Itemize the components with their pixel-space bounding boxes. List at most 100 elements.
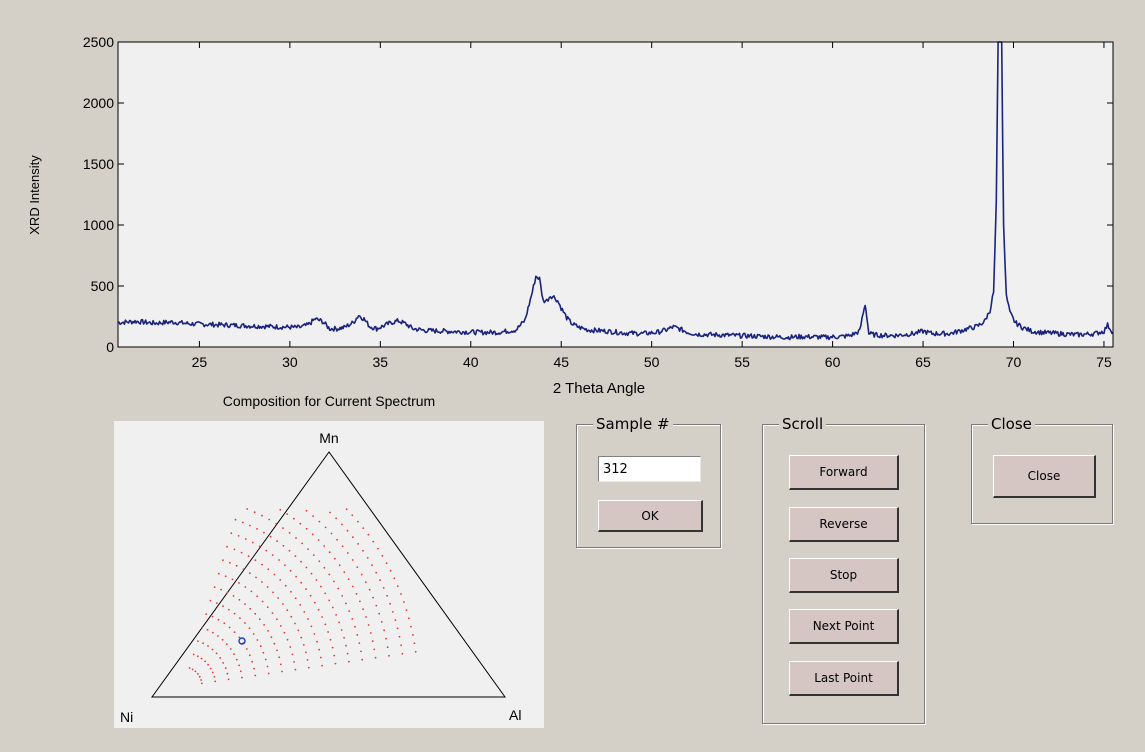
composition-point <box>385 637 387 640</box>
composition-point <box>348 610 351 612</box>
composition-point <box>289 646 292 648</box>
composition-point <box>267 568 270 571</box>
composition-point <box>251 541 254 544</box>
composition-point <box>338 564 341 567</box>
close-button[interactable]: Close <box>993 455 1096 498</box>
composition-point <box>335 614 337 616</box>
composition-point <box>248 654 251 657</box>
composition-point <box>324 623 327 626</box>
sample-number-input[interactable] <box>598 456 701 482</box>
composition-point <box>215 602 218 604</box>
composition-point <box>265 549 268 552</box>
composition-point <box>356 566 359 569</box>
composition-point <box>388 654 390 657</box>
composition-point <box>211 648 214 651</box>
composition-point <box>317 539 320 541</box>
composition-point <box>310 625 313 628</box>
close-panel: Close Close <box>971 414 1113 524</box>
composition-point <box>294 668 297 671</box>
composition-point <box>394 619 397 621</box>
composition-point <box>320 585 322 588</box>
composition-point <box>360 573 363 576</box>
composition-point <box>288 532 291 534</box>
composition-point <box>224 575 227 578</box>
next-point-button[interactable]: Next Point <box>789 609 899 644</box>
composition-point <box>294 555 297 557</box>
composition-point <box>343 571 346 574</box>
composition-point <box>255 576 257 579</box>
composition-point <box>299 604 302 606</box>
composition-point <box>400 644 402 647</box>
composition-point <box>346 529 349 532</box>
composition-point <box>238 636 241 639</box>
x-tick-label: 30 <box>282 354 298 370</box>
composition-point <box>291 653 294 656</box>
composition-point <box>259 645 262 648</box>
stop-button[interactable]: Stop <box>789 558 899 593</box>
x-tick-label: 65 <box>915 354 931 370</box>
sample-panel-title: Sample # <box>593 414 673 434</box>
y-tick-label: 1000 <box>83 217 114 233</box>
composition-point <box>211 671 214 674</box>
composition-point <box>356 634 359 636</box>
y-tick-label: 0 <box>106 339 114 355</box>
composition-point <box>281 670 283 673</box>
composition-point <box>223 622 226 625</box>
composition-point <box>382 587 385 589</box>
composition-point <box>374 656 377 659</box>
composition-point <box>328 599 331 602</box>
forward-button[interactable]: Forward <box>789 455 899 490</box>
composition-point <box>209 599 212 602</box>
composition-point <box>328 551 331 554</box>
composition-point <box>300 560 302 563</box>
composition-point <box>242 568 245 571</box>
ok-button[interactable]: OK <box>598 500 703 532</box>
composition-point <box>253 511 256 514</box>
composition-point <box>328 573 331 576</box>
composition-point <box>230 532 233 535</box>
last-point-button[interactable]: Last Point <box>789 661 899 696</box>
composition-point <box>220 588 222 591</box>
composition-point <box>341 545 344 548</box>
composition-point <box>206 628 209 631</box>
composition-point <box>278 656 281 659</box>
composition-point <box>319 656 322 659</box>
composition-point <box>244 538 247 540</box>
composition-point <box>214 680 217 683</box>
composition-point <box>300 581 303 584</box>
composition-point <box>383 629 385 632</box>
composition-point <box>295 575 297 578</box>
composition-point <box>276 618 278 621</box>
composition-point <box>305 566 308 569</box>
composition-point <box>232 595 235 597</box>
composition-point <box>379 579 381 582</box>
composition-point <box>197 640 199 642</box>
composition-point <box>400 593 402 595</box>
composition-point <box>385 562 388 565</box>
composition-point <box>373 648 376 651</box>
vertex-label-top: Mn <box>319 430 338 446</box>
composition-point <box>290 590 292 593</box>
composition-point <box>392 611 394 613</box>
composition-point <box>412 634 414 636</box>
composition-point <box>256 639 259 641</box>
reverse-button[interactable]: Reverse <box>789 507 899 542</box>
scroll-panel-title: Scroll <box>779 414 827 434</box>
composition-point <box>241 676 243 679</box>
sample-panel: Sample # OK <box>576 414 721 548</box>
composition-point <box>279 579 282 581</box>
composition-point <box>398 635 401 638</box>
composition-point <box>284 584 287 587</box>
composition-point <box>252 633 255 635</box>
composition-point <box>315 579 318 581</box>
composition-point <box>284 564 286 567</box>
composition-point <box>357 520 359 523</box>
composition-point <box>239 670 242 673</box>
composition-point <box>335 517 337 520</box>
composition-point <box>371 564 373 566</box>
composition-point <box>264 658 267 661</box>
composition-point <box>340 629 343 631</box>
composition-point <box>331 606 334 609</box>
y-tick-label: 500 <box>91 278 115 294</box>
composition-point <box>293 661 295 663</box>
